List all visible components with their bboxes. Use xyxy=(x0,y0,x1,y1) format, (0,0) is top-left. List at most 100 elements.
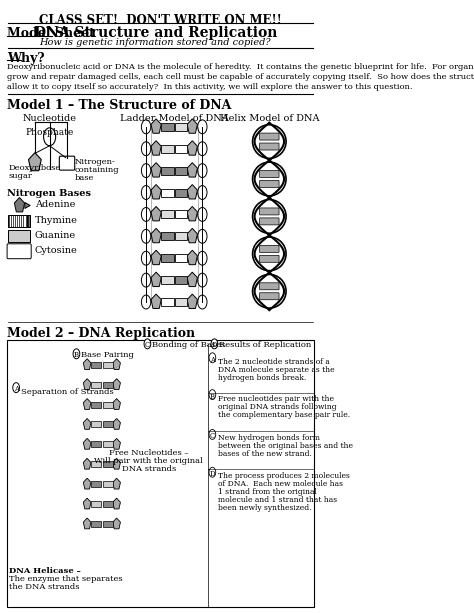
Text: Model 2 – DNA Replication: Model 2 – DNA Replication xyxy=(7,327,195,340)
Polygon shape xyxy=(175,123,187,131)
Polygon shape xyxy=(102,441,113,447)
Text: Deoxyribonucleic acid or DNA is the molecule of heredity.  It contains the genet: Deoxyribonucleic acid or DNA is the mole… xyxy=(7,63,474,71)
Polygon shape xyxy=(91,462,101,467)
FancyBboxPatch shape xyxy=(260,256,279,262)
Text: Model Sheet: Model Sheet xyxy=(7,27,95,40)
Text: Adenine: Adenine xyxy=(35,200,75,210)
Polygon shape xyxy=(162,276,173,284)
Polygon shape xyxy=(175,298,187,306)
Text: A: A xyxy=(14,384,18,393)
Text: Nitrogen Bases: Nitrogen Bases xyxy=(7,189,91,197)
Polygon shape xyxy=(83,379,91,389)
Text: DNA Structure and Replication: DNA Structure and Replication xyxy=(34,26,277,40)
Circle shape xyxy=(198,207,207,221)
Polygon shape xyxy=(187,119,197,133)
Text: DNA Helicase –: DNA Helicase – xyxy=(9,567,82,575)
Text: Deoxyribose: Deoxyribose xyxy=(8,164,60,172)
Polygon shape xyxy=(162,298,173,306)
Polygon shape xyxy=(187,141,197,155)
Polygon shape xyxy=(175,189,187,197)
Polygon shape xyxy=(113,359,120,370)
Circle shape xyxy=(141,120,151,134)
Circle shape xyxy=(209,353,216,363)
Polygon shape xyxy=(91,521,101,527)
FancyBboxPatch shape xyxy=(260,180,279,188)
Polygon shape xyxy=(91,501,101,507)
Circle shape xyxy=(209,467,216,478)
Polygon shape xyxy=(25,202,30,208)
Polygon shape xyxy=(83,518,91,529)
Polygon shape xyxy=(83,478,91,489)
Polygon shape xyxy=(187,207,197,221)
Text: base: base xyxy=(75,173,94,181)
Circle shape xyxy=(141,142,151,156)
FancyBboxPatch shape xyxy=(260,143,279,150)
Polygon shape xyxy=(113,438,120,449)
Text: Helix Model of DNA: Helix Model of DNA xyxy=(219,114,319,123)
Polygon shape xyxy=(28,153,41,170)
FancyBboxPatch shape xyxy=(59,156,75,170)
FancyBboxPatch shape xyxy=(260,133,279,140)
Circle shape xyxy=(198,295,207,309)
Polygon shape xyxy=(175,254,187,262)
Polygon shape xyxy=(187,294,197,308)
Polygon shape xyxy=(91,402,101,408)
Circle shape xyxy=(141,251,151,265)
Polygon shape xyxy=(175,232,187,240)
Text: Thymine: Thymine xyxy=(35,216,78,226)
Polygon shape xyxy=(102,402,113,408)
Text: original DNA strands following: original DNA strands following xyxy=(218,403,337,411)
Polygon shape xyxy=(91,481,101,487)
FancyBboxPatch shape xyxy=(7,244,31,259)
Polygon shape xyxy=(187,272,197,286)
FancyBboxPatch shape xyxy=(260,218,279,225)
Polygon shape xyxy=(83,398,91,409)
Circle shape xyxy=(198,229,207,243)
Polygon shape xyxy=(162,189,173,197)
Polygon shape xyxy=(27,215,30,227)
Circle shape xyxy=(144,339,151,349)
Text: sugar: sugar xyxy=(8,172,32,180)
Text: Ladder Model of DNA: Ladder Model of DNA xyxy=(120,114,228,123)
Polygon shape xyxy=(175,145,187,153)
Polygon shape xyxy=(14,197,25,212)
FancyBboxPatch shape xyxy=(260,245,279,253)
Text: Nitrogen-: Nitrogen- xyxy=(75,158,116,166)
Polygon shape xyxy=(175,167,187,175)
Polygon shape xyxy=(113,498,120,509)
Text: DNA strands: DNA strands xyxy=(122,465,176,473)
Text: allow it to copy itself so accurately?  In this activity, we will explore the an: allow it to copy itself so accurately? I… xyxy=(7,83,412,91)
Polygon shape xyxy=(113,379,120,389)
Circle shape xyxy=(198,251,207,265)
Text: of DNA.  Each new molecule has: of DNA. Each new molecule has xyxy=(218,480,343,488)
Polygon shape xyxy=(151,272,161,286)
Polygon shape xyxy=(113,518,120,529)
Polygon shape xyxy=(83,438,91,449)
Text: CLASS SET!  DON'T WRITE ON ME!!: CLASS SET! DON'T WRITE ON ME!! xyxy=(39,14,282,28)
Polygon shape xyxy=(102,422,113,427)
Polygon shape xyxy=(83,459,91,469)
Polygon shape xyxy=(83,359,91,370)
Polygon shape xyxy=(151,207,161,221)
Circle shape xyxy=(141,164,151,178)
Polygon shape xyxy=(187,250,197,265)
Polygon shape xyxy=(175,276,187,284)
Text: A: A xyxy=(210,356,215,364)
Polygon shape xyxy=(102,462,113,467)
Text: New hydrogen bonds form: New hydrogen bonds form xyxy=(218,435,320,443)
Polygon shape xyxy=(113,478,120,489)
Polygon shape xyxy=(8,215,30,227)
Polygon shape xyxy=(187,185,197,199)
Polygon shape xyxy=(102,362,113,368)
Polygon shape xyxy=(162,167,173,175)
Polygon shape xyxy=(8,230,30,242)
FancyBboxPatch shape xyxy=(260,208,279,215)
Text: The process produces 2 molecules: The process produces 2 molecules xyxy=(218,472,350,480)
Polygon shape xyxy=(91,362,101,368)
Polygon shape xyxy=(187,229,197,243)
Text: Nucleotide: Nucleotide xyxy=(23,114,77,123)
Text: DNA molecule separate as the: DNA molecule separate as the xyxy=(218,366,334,374)
Text: Results of Replication: Results of Replication xyxy=(219,341,311,349)
Text: The 2 nucleotide strands of a: The 2 nucleotide strands of a xyxy=(218,358,329,366)
Polygon shape xyxy=(91,441,101,447)
